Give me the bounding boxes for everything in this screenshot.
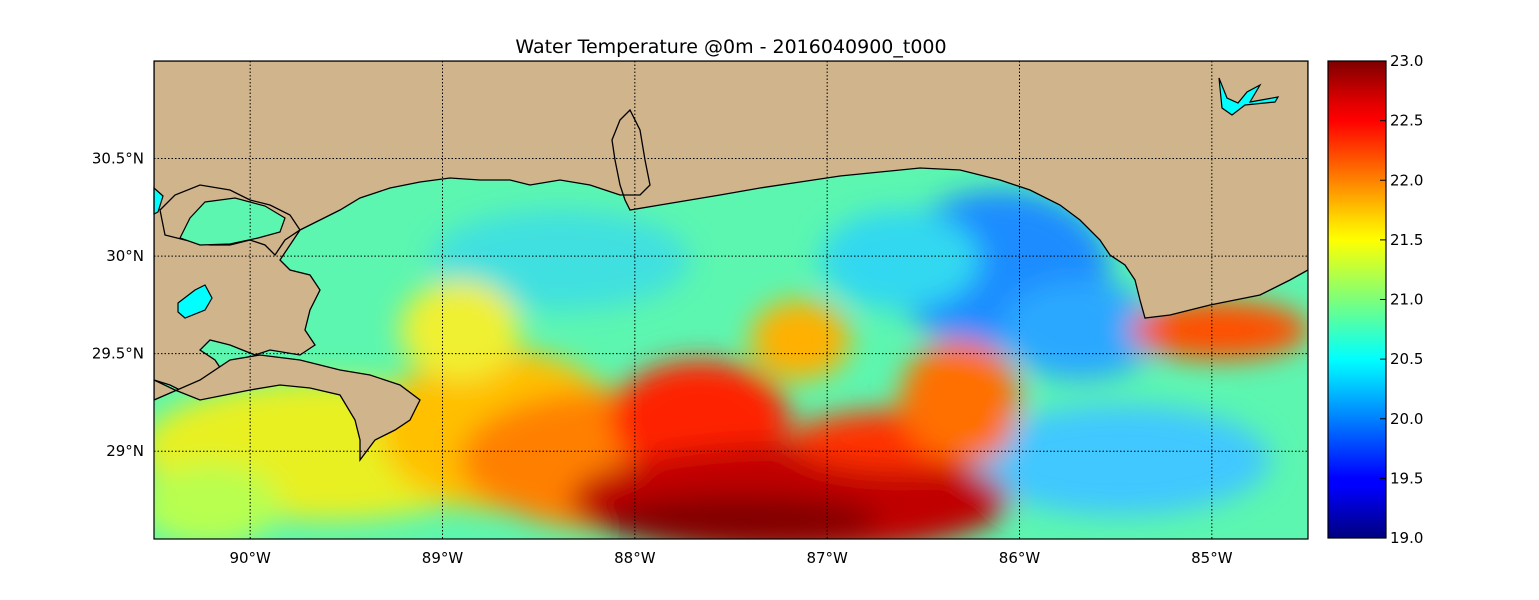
colorbar-tick-labels: 19.0 19.5 20.0 20.5 21.0 21.5 22.0 22.5 23.0 [1380, 52, 1423, 547]
longitude-tick-labels: 90°W 89°W 88°W 87°W 86°W 85°W [229, 549, 1232, 567]
colorbar-tick-label: 20.5 [1390, 350, 1423, 368]
longitude-tick-label: 86°W [999, 549, 1041, 567]
plot-frame [153, 60, 1309, 540]
lakes [153, 77, 1280, 319]
longitude-tick-label: 88°W [614, 549, 656, 567]
latitude-tick-label: 30.5°N [92, 150, 144, 168]
colorbar-tick-label: 23.0 [1390, 52, 1423, 70]
colorbar-tick-label: 21.5 [1390, 231, 1423, 249]
graticule [154, 61, 1308, 539]
longitude-tick-label: 87°W [806, 549, 848, 567]
colorbar-tick-label: 19.0 [1390, 529, 1423, 547]
longitude-tick-label: 90°W [229, 549, 271, 567]
land-mass [154, 61, 1308, 462]
chart-title: Water Temperature @0m - 2016040900_t000 [515, 36, 947, 58]
longitude-tick-label: 85°W [1191, 549, 1233, 567]
colorbar-tick-label: 21.0 [1390, 291, 1423, 309]
colorbar-tick-label: 19.5 [1390, 469, 1423, 487]
colorbar [1327, 60, 1387, 539]
latitude-tick-labels: 30.5°N 30°N 29.5°N 29°N [92, 150, 144, 461]
longitude-tick-label: 89°W [422, 549, 464, 567]
temperature-field [154, 61, 1308, 539]
latitude-tick-label: 29°N [106, 442, 144, 460]
colorbar-tick-label: 22.0 [1390, 171, 1423, 189]
latitude-tick-label: 30°N [106, 247, 144, 265]
colorbar-tick-label: 20.0 [1390, 410, 1423, 428]
colorbar-tick-label: 22.5 [1390, 112, 1423, 130]
latitude-tick-label: 29.5°N [92, 345, 144, 363]
